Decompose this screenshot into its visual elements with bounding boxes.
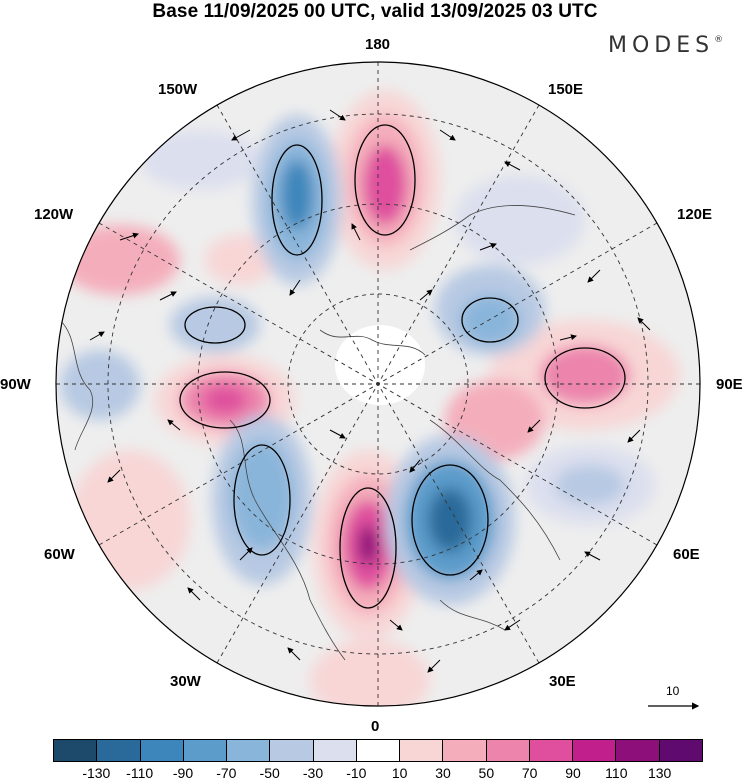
- colorbar-swatch: [312, 740, 356, 761]
- lon-label-30e: 30E: [549, 673, 576, 690]
- colorbar-swatch: [269, 740, 313, 761]
- colorbar-tick-label: -10: [346, 765, 367, 781]
- colorbar-swatch: [485, 740, 529, 761]
- lon-label-90e: 90E: [716, 376, 743, 393]
- coastlines: [59, 205, 576, 661]
- colorbar: [53, 739, 703, 762]
- lon-label-30w: 30W: [170, 673, 201, 690]
- lon-label-150w: 150W: [158, 81, 198, 98]
- wind-vectors: [89, 109, 651, 673]
- colorbar-swatch: [182, 740, 227, 761]
- colorbar-swatch: [226, 740, 270, 761]
- lon-label-150e: 150E: [548, 81, 584, 98]
- lon-label-60w: 60W: [44, 546, 75, 563]
- wind-scale-label: 10: [666, 684, 680, 698]
- colorbar-swatch: [399, 740, 443, 761]
- colorbar-tick-label: -70: [216, 765, 237, 781]
- colorbar-tick-label: -130: [82, 765, 111, 781]
- colorbar-tick-label: 10: [391, 765, 408, 781]
- colorbar-swatch: [442, 740, 486, 761]
- colorbar-tick-label: -50: [259, 765, 280, 781]
- colorbar-tick-label: 110: [605, 765, 628, 781]
- colorbar-tick-label: -90: [172, 765, 194, 781]
- colorbar-tick-label: 90: [565, 765, 581, 781]
- colorbar-ticks: -130 -110 -90 -70 -50 -30 -10 10 30 50 70 90 110 130: [53, 765, 703, 781]
- lon-label-60e: 60E: [673, 546, 700, 563]
- colorbar-swatch: [139, 740, 183, 761]
- colorbar-tick-label: -30: [302, 765, 324, 781]
- colorbar-swatch: [658, 740, 702, 761]
- colorbar-swatch: [615, 740, 659, 761]
- colorbar-swatch: [54, 740, 97, 761]
- colorbar-tick-label: 30: [435, 765, 451, 781]
- lon-label-0: 0: [371, 718, 380, 735]
- colorbar-swatch: [96, 740, 140, 761]
- colorbar-swatch: [572, 740, 616, 761]
- lon-label-180: 180: [365, 36, 391, 53]
- colorbar-tick-label: -110: [126, 765, 154, 781]
- brand-logo: MODES®: [608, 33, 723, 58]
- colorbar-tick-label: 70: [521, 765, 538, 781]
- brand-text: MODES: [608, 33, 715, 58]
- colorbar-tick-label: 50: [478, 765, 495, 781]
- anomaly-field: [56, 62, 700, 706]
- lon-label-90w: 90W: [0, 376, 31, 393]
- colorbar-swatch: [528, 740, 573, 761]
- lon-label-120e: 120E: [677, 206, 713, 223]
- circulation-contours: [179, 124, 626, 609]
- lon-label-120w: 120W: [34, 206, 74, 223]
- chart-title: Base 11/09/2025 00 UTC, valid 13/09/2025…: [152, 1, 598, 22]
- brand-mark: ®: [714, 35, 724, 45]
- map-border: [55, 61, 701, 707]
- graticule: [56, 62, 700, 706]
- colorbar-tick-label: 130: [647, 765, 672, 781]
- colorbar-swatch: [355, 740, 400, 761]
